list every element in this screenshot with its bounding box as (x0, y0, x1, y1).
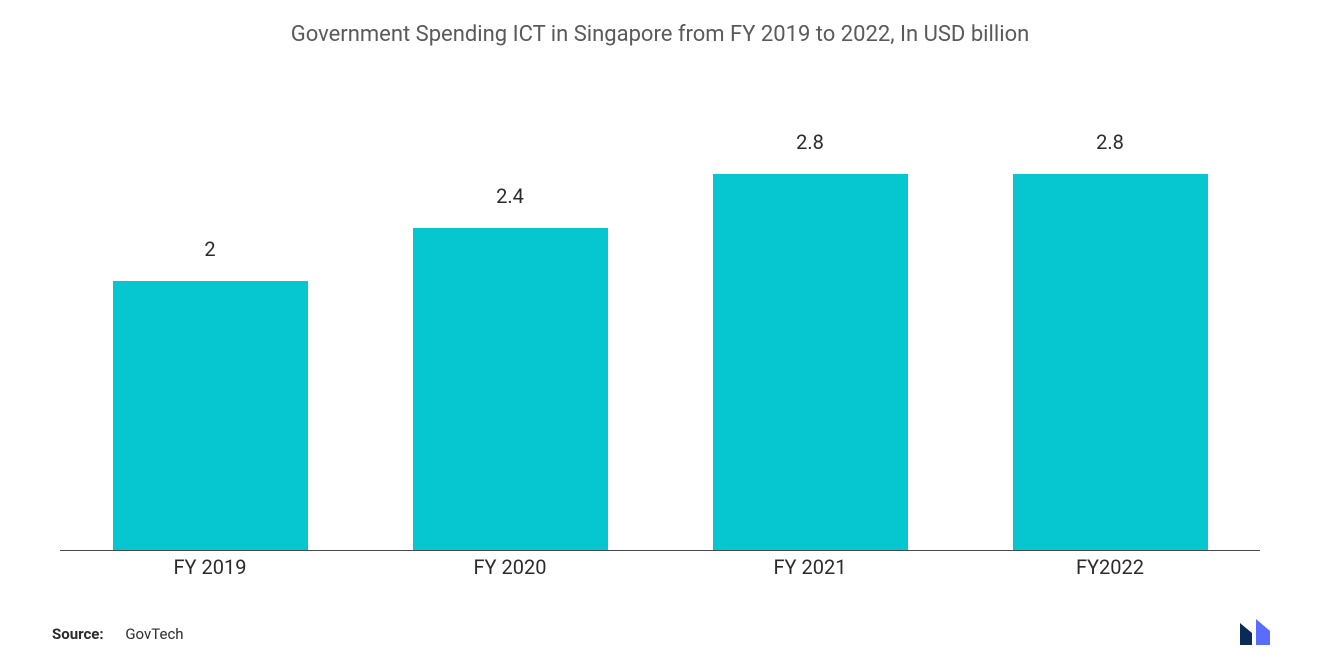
category-label: FY 2019 (60, 555, 360, 579)
chart-title: Government Spending ICT in Singapore fro… (0, 22, 1320, 47)
bar-group: 2.8 (960, 120, 1260, 550)
bar-value-label: 2.8 (960, 130, 1260, 154)
bar-value-label: 2 (60, 237, 360, 261)
bar (413, 228, 608, 551)
bar-group: 2.4 (360, 120, 660, 550)
category-label: FY 2020 (360, 555, 660, 579)
plot-area: 2 2.4 2.82.8 (60, 120, 1260, 550)
bar-group: 2 (60, 120, 360, 550)
x-axis-line (60, 550, 1260, 551)
source-label: Source: (52, 625, 104, 643)
bar (113, 281, 308, 550)
source-attribution: Source: GovTech (52, 625, 184, 643)
chart-container: Government Spending ICT in Singapore fro… (0, 0, 1320, 665)
category-label: FY2022 (960, 555, 1260, 579)
bar (1013, 174, 1208, 550)
bar-value-label: 2.8 (660, 130, 960, 154)
source-value: GovTech (125, 625, 183, 643)
brand-logo-icon (1238, 617, 1290, 647)
category-label: FY 2021 (660, 555, 960, 579)
bar-group: 2.8 (660, 120, 960, 550)
bar-value-label: 2.4 (360, 184, 660, 208)
bar (713, 174, 908, 550)
